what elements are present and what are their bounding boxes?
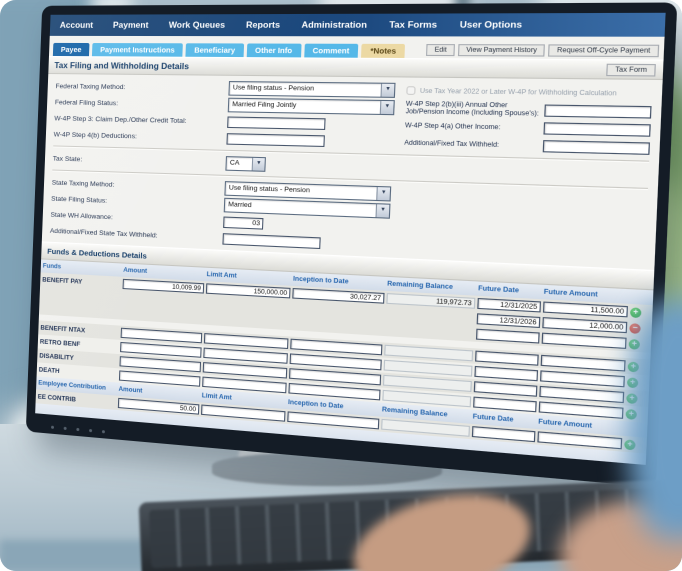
future-date-input[interactable] [475, 328, 540, 344]
nav-account[interactable]: Account [59, 19, 94, 30]
chevron-down-icon: ▾ [380, 83, 395, 97]
col-future-amount: Future Amount [543, 288, 598, 299]
chevron-down-icon: ▾ [379, 100, 394, 115]
use-tax-year-checkbox[interactable] [406, 86, 416, 95]
tax-state-label: Tax State: [52, 154, 83, 163]
tab-other-info[interactable]: Other Info [246, 43, 302, 58]
request-off-cycle-payment-button[interactable]: Request Off-Cycle Payment [548, 44, 660, 58]
person-shirt [628, 300, 682, 540]
page-actions: Edit View Payment History Request Off-Cy… [426, 44, 660, 59]
col-limit-amt: Limit Amt [206, 270, 237, 280]
chevron-down-icon: ▾ [376, 187, 391, 201]
state-taxing-method-label: State Taxing Method: [51, 179, 115, 189]
use-tax-year-label: Use Tax Year 2022 or Later W-4P for With… [419, 86, 617, 98]
w4p-step2biii-label: W-4P Step 2(b)(iii) Annual Other Job/Pen… [405, 100, 539, 118]
col-funds: Funds [42, 262, 62, 271]
tax-section-title: Tax Filing and Withholding Details [54, 60, 190, 72]
additional-fixed-tax-input[interactable] [542, 139, 651, 155]
future-date-input[interactable] [477, 297, 542, 313]
w4p-step2biii-input[interactable] [544, 103, 652, 119]
w4p-step3-label: W-4P Step 3: Claim Dep./Other Credit Tot… [54, 114, 187, 125]
screen: Account Payment Work Queues Reports Admi… [35, 12, 666, 465]
federal-taxing-method-label: Federal Taxing Method: [55, 82, 126, 91]
col-remaining-balance: Remaining Balance [387, 280, 454, 292]
col-future-date: Future Date [477, 284, 520, 295]
w4p-step4a-input[interactable] [543, 121, 651, 137]
nav-tax-forms[interactable]: Tax Forms [389, 18, 438, 30]
tax-state-value: CA [229, 159, 240, 167]
federal-taxing-method-value: Use filing status - Pension [232, 84, 315, 93]
funds-section-title: Funds & Deductions Details [47, 246, 147, 261]
tax-state-select[interactable]: CA ▾ [225, 156, 266, 172]
subtab-row: Payee Payment Instructions Beneficiary O… [48, 35, 665, 60]
fund-label: BENEFIT PAY [42, 276, 83, 286]
federal-filing-status-label: Federal Filing Status: [54, 98, 119, 107]
chevron-down-icon: ▾ [375, 204, 390, 218]
federal-filing-status-select[interactable]: Married Filing Jointly ▾ [227, 97, 395, 116]
tab-payment-instructions[interactable]: Payment Instructions [92, 43, 184, 57]
state-wh-allowance-input[interactable] [223, 215, 264, 230]
nav-work-queues[interactable]: Work Queues [168, 19, 226, 30]
add-icon[interactable]: + [629, 306, 642, 318]
future-date-input[interactable] [476, 313, 541, 329]
additional-fixed-tax-row: Additional/Fixed Tax Withheld: [404, 134, 651, 157]
edit-button[interactable]: Edit [426, 44, 455, 57]
tax-withholding-form: Federal Taxing Method: Use filing status… [41, 74, 663, 270]
w4p-step4a-label: W-4P Step 4(a) Other Income: [404, 121, 501, 131]
w4p-step4b-input[interactable] [226, 132, 325, 147]
tab-payee[interactable]: Payee [52, 42, 90, 57]
bezel-control-buttons [51, 425, 105, 434]
w4p-step3-input[interactable] [227, 115, 326, 130]
federal-taxing-method-select[interactable]: Use filing status - Pension ▾ [228, 81, 396, 98]
col-amount: Amount [123, 266, 148, 276]
tab-comment[interactable]: Comment [303, 43, 359, 58]
additional-state-tax-label: Additional/Fixed State Tax Withheld: [49, 227, 158, 240]
monitor: Account Payment Work Queues Reports Admi… [25, 2, 678, 488]
tab-notes[interactable]: *Notes [361, 43, 406, 59]
nav-reports[interactable]: Reports [245, 19, 281, 30]
additional-state-tax-input[interactable] [222, 232, 321, 249]
nav-user-options[interactable]: User Options [459, 18, 523, 30]
view-payment-history-button[interactable]: View Payment History [457, 44, 546, 57]
federal-filing-status-value: Married Filing Jointly [232, 100, 297, 110]
tax-form-button[interactable]: Tax Form [606, 63, 656, 76]
w4p-step4b-label: W-4P Step 4(b) Deductions: [53, 130, 138, 140]
additional-fixed-tax-label: Additional/Fixed Tax Withheld: [404, 138, 500, 149]
main-nav: Account Payment Work Queues Reports Admi… [49, 12, 666, 37]
state-filing-status-label: State Filing Status: [51, 195, 108, 205]
tab-beneficiary[interactable]: Beneficiary [185, 43, 244, 58]
chevron-down-icon: ▾ [251, 157, 265, 171]
nav-payment[interactable]: Payment [112, 19, 149, 30]
nav-administration[interactable]: Administration [301, 19, 368, 30]
